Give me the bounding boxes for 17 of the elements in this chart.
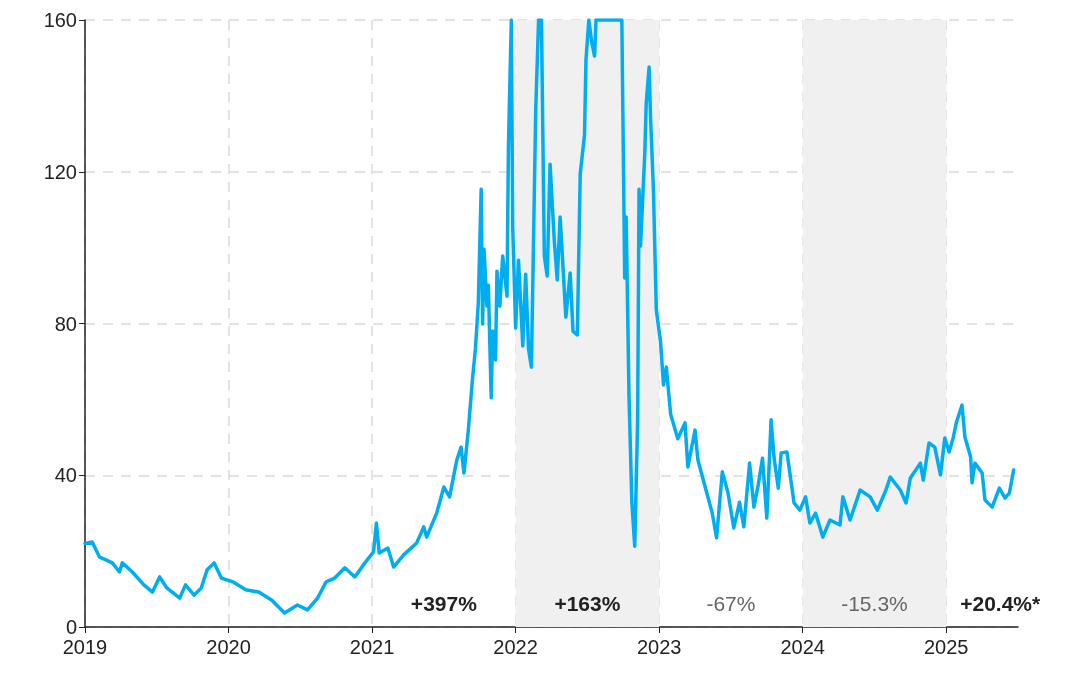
x-tick-label: 2024: [780, 636, 825, 658]
annotation: -67%: [706, 591, 756, 615]
x-tick-label: 2022: [493, 636, 538, 658]
x-tick-label: 2025: [923, 636, 969, 658]
y-tick-label: 160: [43, 9, 77, 31]
y-tick-label: 80: [54, 312, 77, 335]
x-tick-label: 2020: [206, 636, 251, 658]
x-tick-label: 2019: [62, 636, 108, 658]
y-tick-label: 40: [54, 464, 77, 487]
x-tick-label: 2021: [349, 636, 395, 658]
x-tick-label: 2023: [636, 636, 682, 658]
annotation: -15.3%: [841, 591, 908, 615]
y-tick-label: 120: [43, 160, 77, 183]
annotation: +20.4%*: [960, 591, 1042, 615]
annotation: +397%: [410, 591, 478, 615]
y-tick-label: 0: [65, 616, 77, 638]
annotation: +163%: [554, 591, 621, 615]
